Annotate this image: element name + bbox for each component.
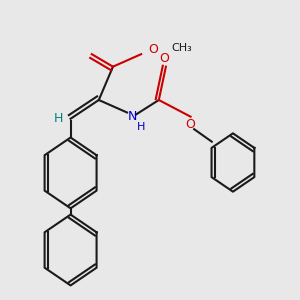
Text: O: O xyxy=(159,52,169,65)
Text: O: O xyxy=(148,44,158,56)
Text: H: H xyxy=(137,122,146,132)
Text: N: N xyxy=(128,110,137,123)
Text: O: O xyxy=(186,118,196,131)
Text: H: H xyxy=(53,112,63,125)
Text: CH₃: CH₃ xyxy=(171,43,192,53)
